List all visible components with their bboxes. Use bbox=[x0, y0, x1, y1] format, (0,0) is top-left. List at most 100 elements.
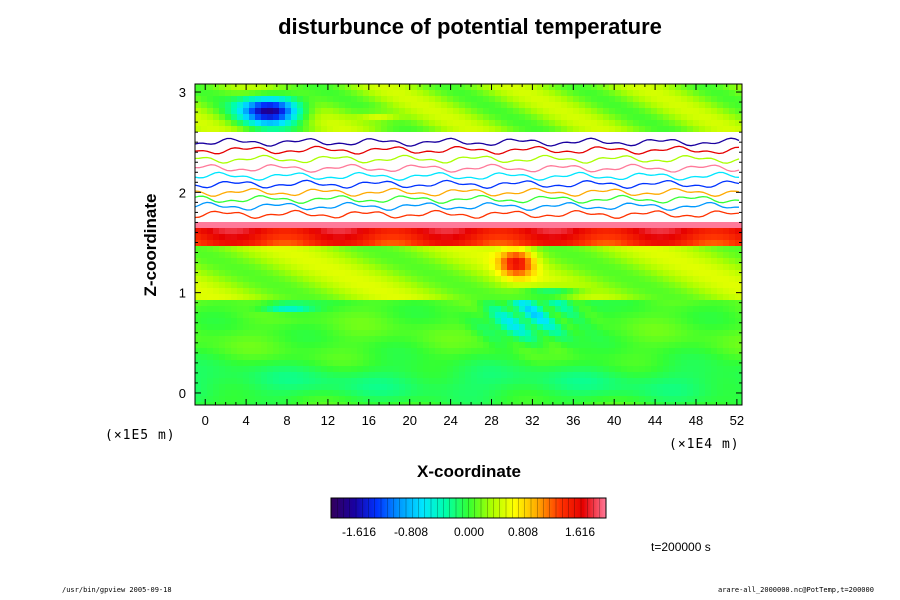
heatmap-cell bbox=[603, 210, 610, 217]
heatmap-cell bbox=[567, 234, 574, 241]
heatmap-cell bbox=[333, 96, 340, 103]
heatmap-cell bbox=[513, 396, 520, 403]
heatmap-cell bbox=[411, 174, 418, 181]
heatmap-cell bbox=[345, 258, 352, 265]
heatmap-cell bbox=[243, 372, 250, 379]
heatmap-cell bbox=[423, 360, 430, 367]
heatmap-cell bbox=[453, 270, 460, 277]
heatmap-cell bbox=[609, 150, 616, 157]
heatmap-cell bbox=[273, 222, 280, 229]
heatmap-cell bbox=[231, 342, 238, 349]
heatmap-cell bbox=[375, 120, 382, 127]
heatmap-cell bbox=[483, 282, 490, 289]
heatmap-cell bbox=[465, 390, 472, 397]
heatmap-cell bbox=[549, 102, 556, 109]
heatmap-cell bbox=[231, 120, 238, 127]
heatmap-cell bbox=[615, 402, 622, 405]
heatmap-cell bbox=[699, 210, 706, 217]
heatmap-cell bbox=[729, 198, 736, 205]
heatmap-cell bbox=[573, 174, 580, 181]
heatmap-cell bbox=[507, 252, 514, 259]
heatmap-cell bbox=[237, 144, 244, 151]
heatmap-cell bbox=[585, 252, 592, 259]
heatmap-cell bbox=[627, 174, 634, 181]
heatmap-cell bbox=[519, 348, 526, 355]
heatmap-cell bbox=[537, 270, 544, 277]
heatmap-cell bbox=[495, 390, 502, 397]
heatmap-cell bbox=[351, 120, 358, 127]
heatmap-cell bbox=[207, 396, 214, 403]
heatmap-cell bbox=[615, 270, 622, 277]
heatmap-cell bbox=[711, 390, 718, 397]
heatmap-cell bbox=[663, 204, 670, 211]
heatmap-cell bbox=[333, 162, 340, 169]
heatmap-cell bbox=[615, 198, 622, 205]
heatmap-cell bbox=[723, 234, 730, 241]
heatmap-cell bbox=[585, 366, 592, 373]
heatmap-cell bbox=[675, 348, 682, 355]
heatmap-cell bbox=[231, 96, 238, 103]
heatmap-cell bbox=[477, 234, 484, 241]
heatmap-cell bbox=[735, 270, 742, 277]
heatmap-cell bbox=[609, 366, 616, 373]
heatmap-cell bbox=[309, 354, 316, 361]
heatmap-cell bbox=[441, 324, 448, 331]
heatmap-cell bbox=[645, 174, 652, 181]
heatmap-cell bbox=[393, 390, 400, 397]
heatmap-cell bbox=[483, 138, 490, 145]
heatmap-cell bbox=[585, 402, 592, 405]
heatmap-cell bbox=[555, 342, 562, 349]
heatmap-cell bbox=[255, 162, 262, 169]
heatmap-cell bbox=[381, 396, 388, 403]
heatmap-cell bbox=[255, 132, 262, 139]
heatmap-cell bbox=[699, 168, 706, 175]
heatmap-cell bbox=[711, 168, 718, 175]
heatmap-cell bbox=[621, 294, 628, 301]
heatmap-cell bbox=[513, 216, 520, 223]
heatmap-cell bbox=[387, 144, 394, 151]
heatmap-cell bbox=[381, 114, 388, 121]
heatmap-cell bbox=[567, 102, 574, 109]
heatmap-cell bbox=[591, 342, 598, 349]
heatmap-cell bbox=[693, 204, 700, 211]
heatmap-cell bbox=[603, 90, 610, 97]
heatmap-cell bbox=[573, 330, 580, 337]
heatmap-cell bbox=[453, 354, 460, 361]
heatmap-cell bbox=[633, 198, 640, 205]
heatmap-cell bbox=[465, 90, 472, 97]
heatmap-cell bbox=[459, 282, 466, 289]
heatmap-cell bbox=[297, 186, 304, 193]
heatmap-cell bbox=[573, 108, 580, 115]
heatmap-cell bbox=[615, 84, 622, 91]
heatmap-cell bbox=[255, 354, 262, 361]
heatmap-cell bbox=[441, 246, 448, 253]
heatmap-cell bbox=[333, 216, 340, 223]
heatmap-cell bbox=[483, 234, 490, 241]
heatmap-cell bbox=[609, 396, 616, 403]
heatmap-cell bbox=[201, 294, 208, 301]
heatmap-cell bbox=[387, 192, 394, 199]
heatmap-cell bbox=[339, 144, 346, 151]
heatmap-cell bbox=[237, 252, 244, 259]
heatmap-cell bbox=[615, 336, 622, 343]
heatmap-cell bbox=[327, 306, 334, 313]
heatmap-cell bbox=[483, 276, 490, 283]
heatmap-cell bbox=[231, 306, 238, 313]
heatmap-cell bbox=[195, 288, 202, 295]
heatmap-cell bbox=[387, 372, 394, 379]
heatmap-cell bbox=[357, 114, 364, 121]
heatmap-cell bbox=[531, 324, 538, 331]
heatmap-cell bbox=[363, 114, 370, 121]
heatmap-cell bbox=[681, 216, 688, 223]
heatmap-cell bbox=[387, 288, 394, 295]
heatmap-cell bbox=[693, 330, 700, 337]
heatmap-cell bbox=[537, 90, 544, 97]
heatmap-cell bbox=[435, 360, 442, 367]
heatmap-cell bbox=[219, 222, 226, 229]
heatmap-cell bbox=[561, 354, 568, 361]
heatmap-cell bbox=[663, 186, 670, 193]
heatmap-cell bbox=[477, 210, 484, 217]
heatmap-cell bbox=[315, 210, 322, 217]
heatmap-cell bbox=[567, 396, 574, 403]
heatmap-cell bbox=[393, 126, 400, 133]
